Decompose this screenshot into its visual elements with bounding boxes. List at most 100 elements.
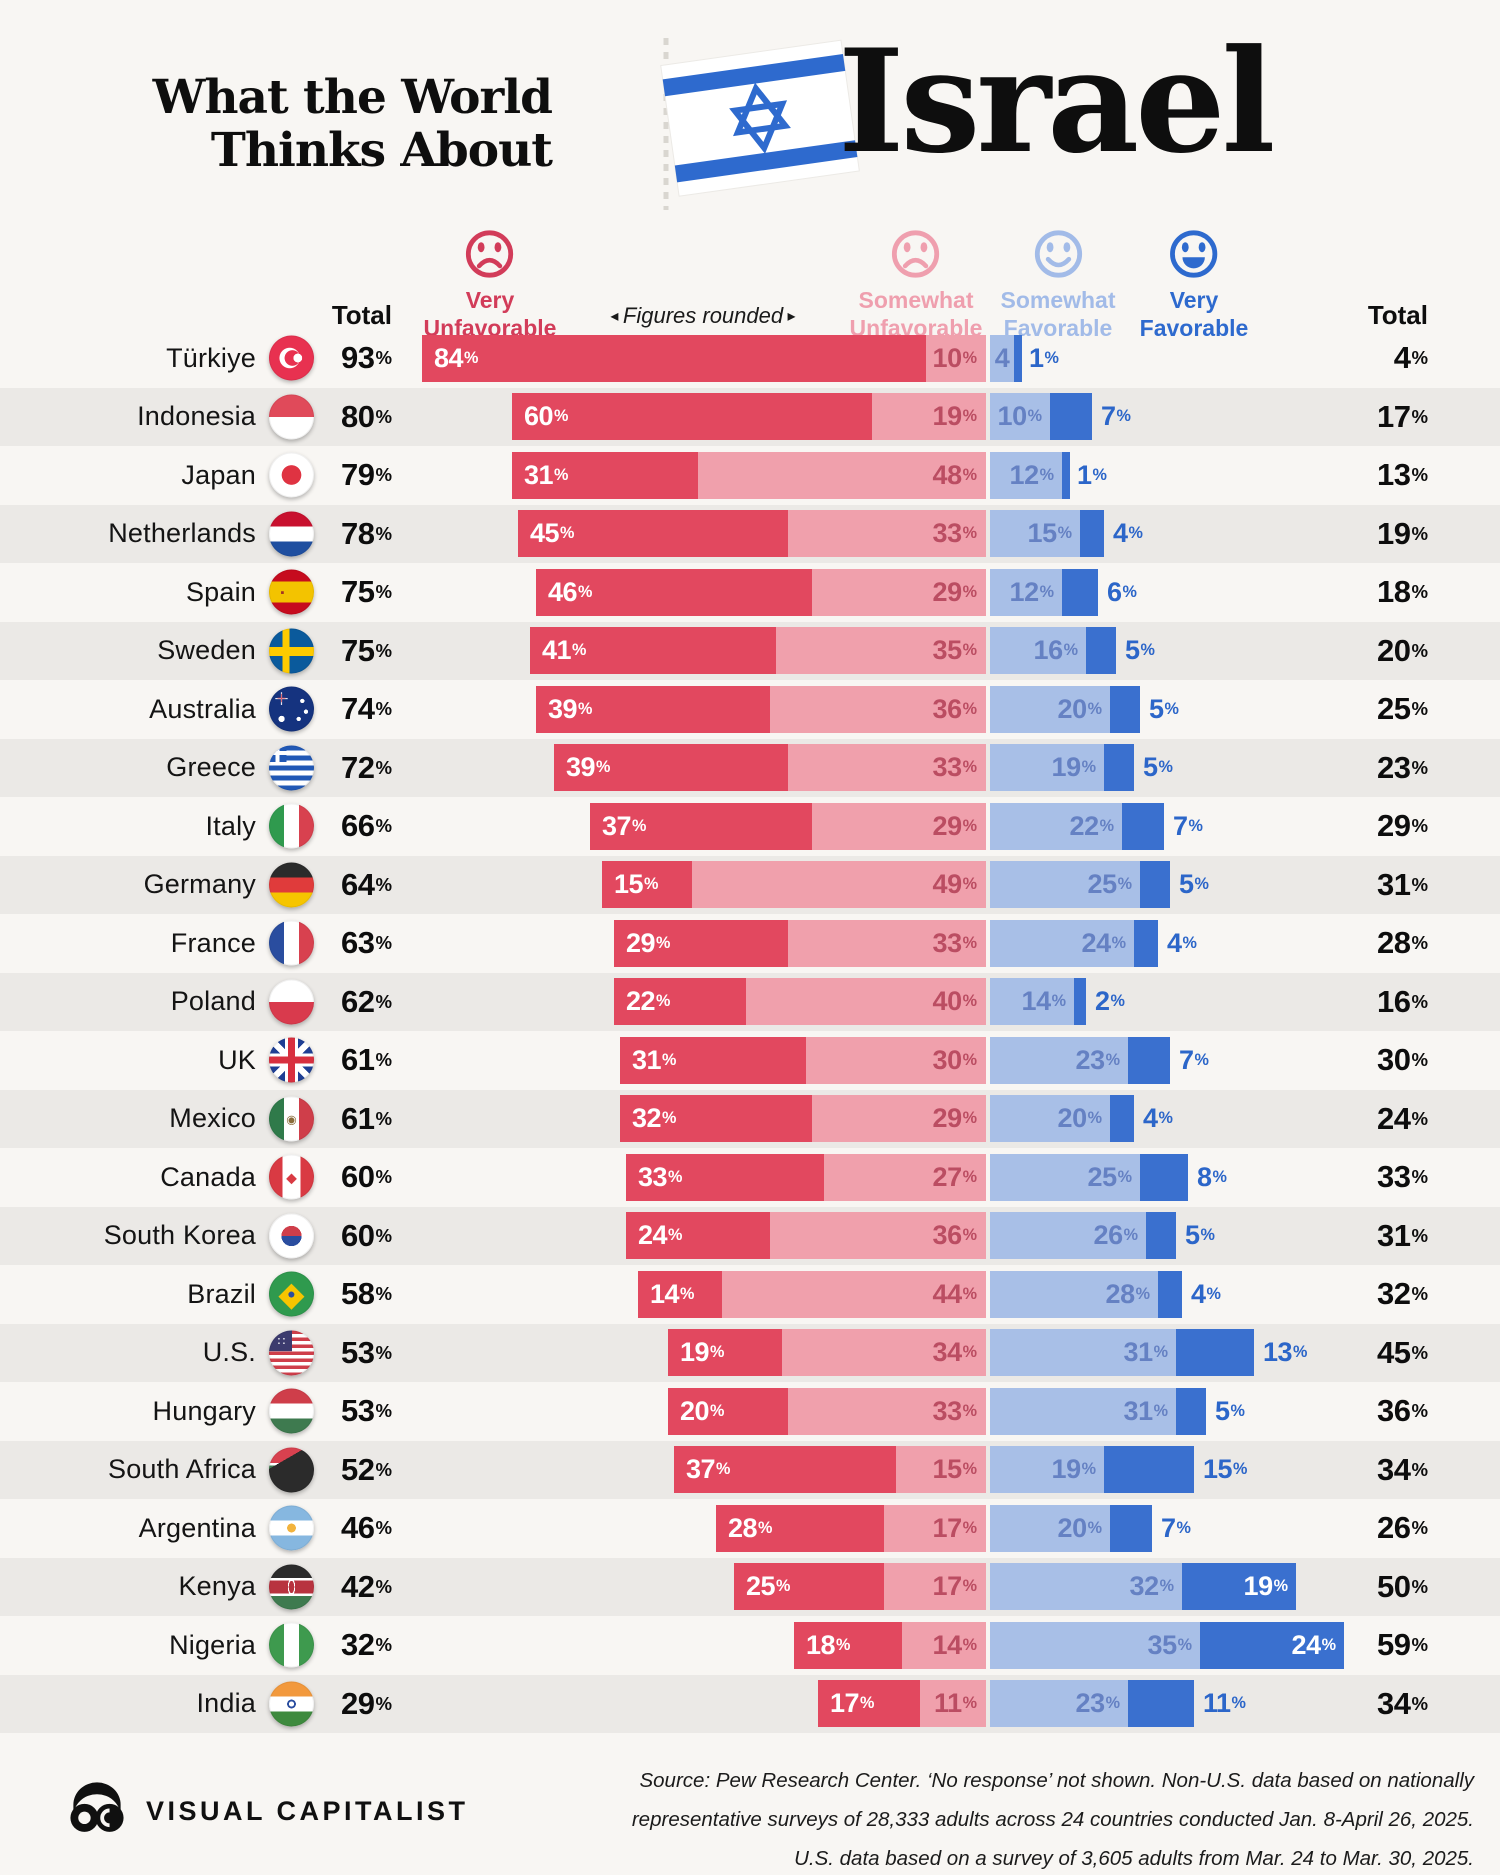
flag-icon: ▪ (269, 569, 314, 615)
very-favorable-label: 5% (1215, 1395, 1245, 1426)
country-label: Indonesia (137, 401, 256, 432)
segment-very-unfavorable: 41% (530, 627, 776, 675)
segment-somewhat-favorable: 12% (990, 568, 1062, 616)
segment-very-favorable (1050, 393, 1092, 441)
source-text-line: Source: Pew Research Center. ‘No respons… (639, 1769, 1474, 1792)
total-favorable-value: 19% (1376, 515, 1428, 551)
segment-very-unfavorable: 28% (716, 1504, 884, 1552)
total-unfavorable-value: 64% (340, 866, 392, 902)
segment-very-favorable (1140, 1153, 1188, 1201)
flag-icon (269, 1564, 314, 1610)
segment-somewhat-unfavorable: 33% (788, 744, 986, 792)
segment-very-favorable (1128, 1036, 1170, 1084)
frown-face-icon (850, 228, 983, 280)
table-row: Hungary 53% 20% 33% 31% 5% 36% (0, 1382, 1500, 1441)
segment-somewhat-unfavorable: 36% (770, 685, 986, 733)
flag-detail-icon (269, 745, 286, 763)
country-label: Netherlands (108, 518, 256, 549)
right-arrow-icon: ▸ (783, 308, 796, 325)
segment-somewhat-unfavorable: 33% (788, 1387, 986, 1435)
segment-somewhat-unfavorable: 44% (722, 1270, 986, 1318)
very-favorable-label: 5% (1179, 869, 1209, 900)
total-favorable-value: 29% (1376, 808, 1428, 844)
segment-somewhat-favorable: 25% (990, 861, 1140, 909)
flag-icon: ∷ (269, 1330, 314, 1376)
header: What the World Thinks About Israel (0, 0, 1500, 341)
total-favorable-value: 45% (1376, 1334, 1428, 1370)
total-favorable-value: 28% (1376, 925, 1428, 961)
very-favorable-label: 4% (1143, 1103, 1173, 1134)
segment-somewhat-unfavorable: 36% (770, 1212, 986, 1260)
source-text-line: U.S. data based on a survey of 3,605 adu… (794, 1846, 1474, 1870)
table-row: South Korea 60% 24% 36% 26% 5% 31% (0, 1206, 1500, 1265)
flag-detail-icon: ＋ (276, 692, 287, 705)
total-favorable-value: 31% (1376, 866, 1428, 902)
total-unfavorable-value: 66% (340, 808, 392, 844)
total-unfavorable-value: 63% (340, 925, 392, 961)
source-text: Source: Pew Research Center. ‘No respons… (632, 1762, 1474, 1875)
flag-detail-icon: ● (287, 1285, 296, 1302)
segment-very-favorable (1104, 1446, 1194, 1494)
total-favorable-value: 16% (1376, 983, 1428, 1019)
segment-very-unfavorable: 37% (674, 1446, 896, 1494)
flag-detail-icon: ◆ (286, 1169, 297, 1186)
segment-very-favorable (1128, 1680, 1194, 1728)
very-favorable-label: 8% (1197, 1161, 1227, 1192)
legend-label: Very Favorable (1139, 287, 1249, 342)
segment-somewhat-unfavorable: 33% (788, 919, 986, 967)
segment-somewhat-unfavorable: 27% (824, 1153, 986, 1201)
country-label: Poland (170, 986, 256, 1017)
table-row: Kenya 42% 25% 17% 32% 19% 50% (0, 1557, 1500, 1616)
total-favorable-value: 59% (1376, 1627, 1428, 1663)
very-favorable-label: 11% (1203, 1688, 1246, 1719)
table-row: Nigeria 32% 18% 14% 35% 24% 59% (0, 1616, 1500, 1675)
flag-icon (269, 394, 314, 440)
subject-title: Israel (838, 19, 1275, 185)
segment-somewhat-unfavorable: 15% (896, 1446, 986, 1494)
segment-somewhat-favorable: 32% (990, 1563, 1182, 1611)
flag-icon (269, 1622, 314, 1668)
segment-very-unfavorable: 84% (422, 334, 926, 382)
segment-somewhat-unfavorable: 48% (698, 451, 986, 499)
segment-somewhat-favorable: 12% (990, 451, 1062, 499)
total-unfavorable-value: 75% (340, 632, 392, 668)
flag-icon (269, 1213, 314, 1259)
total-unfavorable-value: 62% (340, 983, 392, 1019)
segment-somewhat-favorable: 31% (990, 1387, 1176, 1435)
brand: VISUAL CAPITALIST (64, 1778, 469, 1845)
total-favorable-value: 25% (1376, 691, 1428, 727)
table-row: UK 61% 31% 30% 23% 7% 30% (0, 1031, 1500, 1090)
segment-very-favorable (1110, 1504, 1152, 1552)
segment-somewhat-favorable: 15% (990, 510, 1080, 558)
very-favorable-label: 5% (1185, 1220, 1215, 1251)
country-label: India (196, 1688, 256, 1719)
total-unfavorable-value: 60% (340, 1217, 392, 1253)
table-row: Brazil ◆ ● 58% 14% 44% 28% 4% 32% (0, 1265, 1500, 1324)
total-favorable-value: 26% (1376, 1510, 1428, 1546)
total-favorable-value: 18% (1376, 574, 1428, 610)
total-unfavorable-value: 53% (340, 1393, 392, 1429)
very-favorable-label: 7% (1101, 401, 1131, 432)
source-text-line: representative surveys of 28,333 adults … (631, 1807, 1474, 1831)
total-unfavorable-value: 79% (340, 457, 392, 493)
very-favorable-label: 1% (1077, 459, 1107, 490)
country-label: Hungary (152, 1395, 256, 1426)
total-unfavorable-value: 72% (340, 749, 392, 785)
segment-very-favorable (1086, 627, 1116, 675)
country-label: Nigeria (169, 1629, 256, 1660)
segment-very-favorable (1134, 919, 1158, 967)
flag-icon (269, 1447, 314, 1493)
total-unfavorable-value: 46% (340, 1510, 392, 1546)
brand-logo-icon (64, 1778, 130, 1845)
table-row: France 63% 29% 33% 24% 4% 28% (0, 914, 1500, 973)
country-label: Türkiye (166, 342, 256, 373)
table-row: South Africa 52% 37% 15% 19% 15% 34% (0, 1440, 1500, 1499)
total-favorable-value: 34% (1376, 1451, 1428, 1487)
table-row: Sweden 75% 41% 35% 16% 5% 20% (0, 621, 1500, 680)
total-header-left: Total (331, 300, 392, 330)
total-favorable-value: 33% (1376, 1159, 1428, 1195)
total-unfavorable-value: 58% (340, 1276, 392, 1312)
big-smile-face-icon (1140, 228, 1249, 280)
very-favorable-label: 13% (1263, 1337, 1308, 1368)
